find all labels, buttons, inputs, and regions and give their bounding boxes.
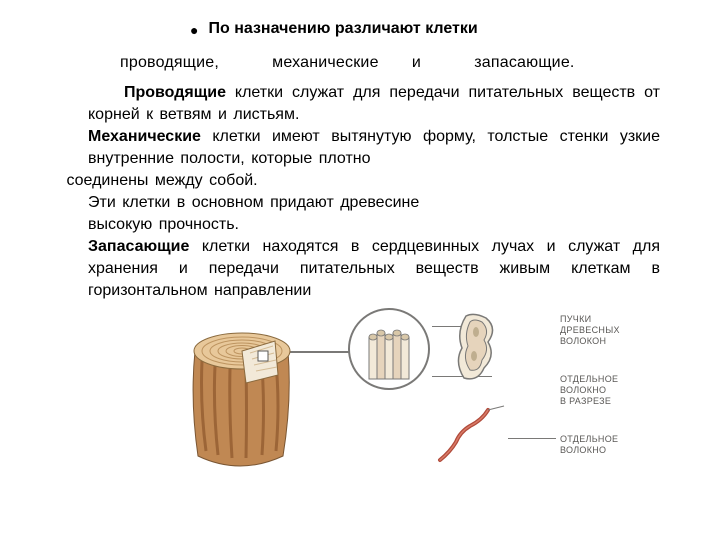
title-row: ● По назначению различают клетки [190, 20, 660, 40]
label-3a: ОТДЕЛЬНОЕ [560, 434, 618, 444]
subtitle-b: механические [272, 54, 379, 71]
subtitle-a: проводящие, [120, 54, 219, 71]
p2-bold: Механические [88, 128, 201, 145]
label-1a: ПУЧКИ [560, 314, 591, 324]
bullet-dot: ● [190, 20, 198, 40]
label-3b: ВОЛОКНО [560, 445, 606, 455]
callout-fiber-section [448, 312, 510, 384]
subtitle-d: запасающие. [474, 54, 574, 71]
leader-3 [508, 438, 556, 439]
subtitle-c: и [412, 54, 421, 71]
paragraph-3b: высокую прочность. [60, 214, 660, 236]
fiber-bundle-icon [357, 317, 421, 381]
label-1b: ДРЕВЕСНЫХ [560, 325, 620, 335]
paragraph-3: Эти клетки в основном придают древесине [60, 192, 660, 214]
label-2c: В РАЗРЕЗЕ [560, 396, 611, 406]
p3-text: Эти клетки в основном придают древесине [88, 194, 419, 211]
label-1: ПУЧКИ ДРЕВЕСНЫХ ВОЛОКОН [560, 314, 620, 347]
p1-bold: Проводящие [124, 84, 226, 101]
paragraph-4: Запасающие клетки находятся в сердцевинн… [60, 236, 660, 302]
subtitle: проводящие, механические и запасающие. [120, 54, 660, 72]
diagram: ПУЧКИ ДРЕВЕСНЫХ ВОЛОКОН ОТДЕЛЬНОЕ ВОЛОКН… [180, 306, 650, 481]
label-3: ОТДЕЛЬНОЕ ВОЛОКНО [560, 434, 618, 456]
stump-illustration [180, 321, 305, 471]
label-2b: ВОЛОКНО [560, 385, 606, 395]
label-2a: ОТДЕЛЬНОЕ [560, 374, 618, 384]
p4-bold: Запасающие [88, 238, 189, 255]
callout-single-fiber [430, 402, 510, 472]
paragraph-2: Механические клетки имеют вытянутую форм… [60, 126, 660, 170]
paragraph-1: Проводящие клетки служат для передачи пи… [60, 82, 660, 126]
page-title: По назначению различают клетки [208, 20, 477, 38]
label-1c: ВОЛОКОН [560, 336, 606, 346]
label-2: ОТДЕЛЬНОЕ ВОЛОКНО В РАЗРЕЗЕ [560, 374, 618, 407]
callout-fiber-bundle [348, 308, 430, 390]
p3b-text: высокую прочность. [88, 216, 239, 233]
p2b-text: соединены между собой. [66, 172, 257, 189]
paragraph-2b: соединены между собой. [60, 170, 660, 192]
